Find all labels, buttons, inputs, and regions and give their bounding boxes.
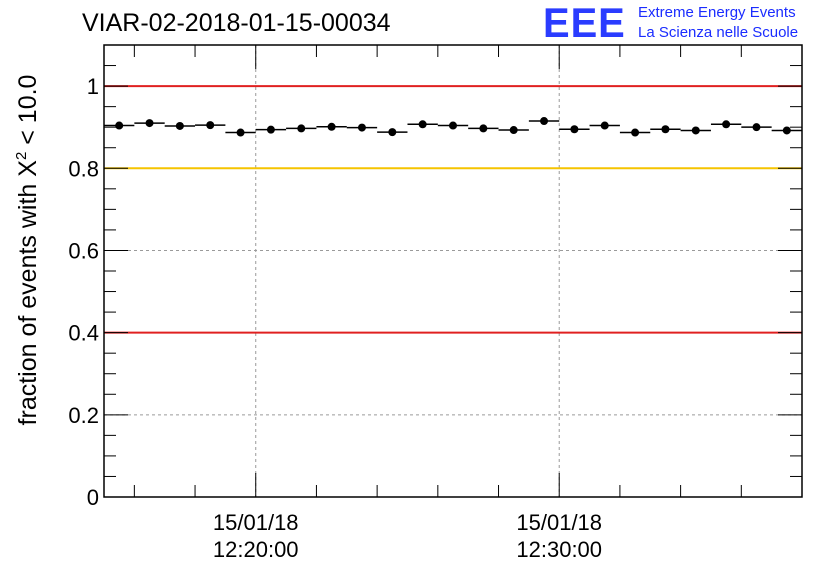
data-point (388, 128, 397, 137)
data-point (540, 117, 549, 126)
data-point (631, 128, 640, 137)
y-tick-label: 1 (87, 74, 99, 99)
data-point (752, 123, 761, 132)
data-point (206, 121, 215, 130)
reference-lines (104, 85, 802, 334)
y-tick-label: 0.4 (68, 321, 99, 346)
data-point (509, 126, 518, 135)
y-tick-label: 0.8 (68, 156, 99, 181)
chart-title: VIAR-02-2018-01-15-00034 (82, 9, 391, 37)
data-point (661, 125, 670, 134)
data-point (297, 124, 306, 133)
data-point (266, 125, 275, 134)
y-axis-label: fraction of events with X2 < 10.0 (13, 75, 42, 426)
x-tick-time-label: 12:30:00 (516, 537, 602, 562)
data-point (236, 128, 245, 137)
data-point (449, 121, 457, 130)
grid-lines (104, 45, 802, 497)
x-tick-time-label: 12:20:00 (213, 537, 299, 562)
x-tick-date-label: 15/01/18 (213, 510, 299, 535)
y-tick-labels: 0 0.2 0.4 0.6 0.8 1 (68, 74, 99, 510)
data-point (600, 121, 609, 130)
x-tick-date-label: 15/01/18 (516, 510, 602, 535)
data-point (418, 120, 427, 129)
data-point (327, 122, 336, 131)
data-points (104, 117, 802, 137)
data-point (570, 125, 579, 134)
y-tick-label: 0.6 (68, 238, 99, 263)
plot-frame (103, 44, 803, 498)
y-tick-label: 0.2 (68, 403, 99, 428)
logo-line-2: La Scienza nelle Scuole (638, 24, 799, 41)
data-point (175, 121, 184, 130)
data-point (145, 119, 154, 128)
data-point (479, 124, 488, 133)
data-point (782, 126, 791, 135)
data-point (722, 120, 731, 129)
data-point (691, 126, 700, 135)
y-tick-label: 0 (87, 485, 99, 510)
axis-ticks (104, 45, 803, 497)
data-point (115, 121, 124, 130)
eee-logo: EEE (543, 0, 626, 46)
logo-line-1: Extreme Energy Events (638, 4, 796, 21)
data-point (357, 123, 366, 132)
